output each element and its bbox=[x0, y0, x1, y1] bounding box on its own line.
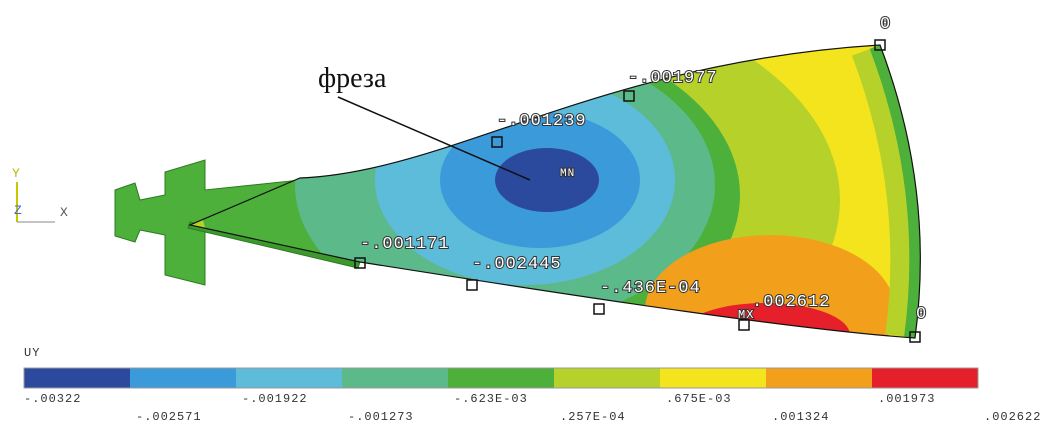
blade-contours bbox=[160, 0, 940, 410]
legend-label: -.00322 bbox=[24, 392, 81, 406]
legend-label: .001973 bbox=[878, 392, 935, 406]
triad-label: X bbox=[60, 205, 68, 220]
contour-band bbox=[680, 303, 850, 367]
contour-band bbox=[495, 148, 599, 212]
legend-label: -.001922 bbox=[242, 392, 308, 406]
legend-label: -.623E-03 bbox=[454, 392, 528, 406]
legend-band bbox=[236, 368, 342, 388]
legend-label: -.002571 bbox=[136, 410, 202, 423]
legend-band bbox=[342, 368, 448, 388]
legend-band bbox=[130, 368, 236, 388]
legend-title: UY bbox=[24, 346, 40, 360]
legend-band bbox=[872, 368, 978, 388]
screenshot: 0 -.001977 -.001239 MN -.001171 -.002445… bbox=[0, 0, 1053, 423]
plot-label: -.001239 bbox=[497, 112, 587, 131]
callout-label: фреза bbox=[318, 63, 387, 94]
legend-band bbox=[660, 368, 766, 388]
triad-label: Z bbox=[14, 203, 22, 218]
legend-label: .002622 bbox=[984, 410, 1041, 423]
plot-label: MN bbox=[560, 168, 575, 180]
legend-label: -.001273 bbox=[348, 410, 414, 423]
legend-band bbox=[766, 368, 872, 388]
plot-label: 0 bbox=[916, 305, 927, 324]
plot-label: -.001977 bbox=[628, 69, 718, 88]
plot-label: 0 bbox=[880, 15, 891, 34]
legend-label: .675E-03 bbox=[666, 392, 732, 406]
legend-band bbox=[448, 368, 554, 388]
legend: -.00322 -.002571 -.001922 -.001273 -.623E-03… bbox=[24, 368, 1041, 423]
legend-label: .257E-04 bbox=[560, 410, 626, 423]
legend-band bbox=[24, 368, 130, 388]
plot-label: -.001171 bbox=[360, 235, 450, 254]
plot-label: -.436E-04 bbox=[600, 279, 701, 298]
legend-band bbox=[554, 368, 660, 388]
axis-triad: Y Z X bbox=[12, 166, 68, 222]
legend-label: .001324 bbox=[772, 410, 829, 423]
plot-label: .002612 bbox=[752, 293, 830, 312]
plot-label: -.002445 bbox=[472, 255, 562, 274]
triad-label: Y bbox=[12, 166, 20, 181]
